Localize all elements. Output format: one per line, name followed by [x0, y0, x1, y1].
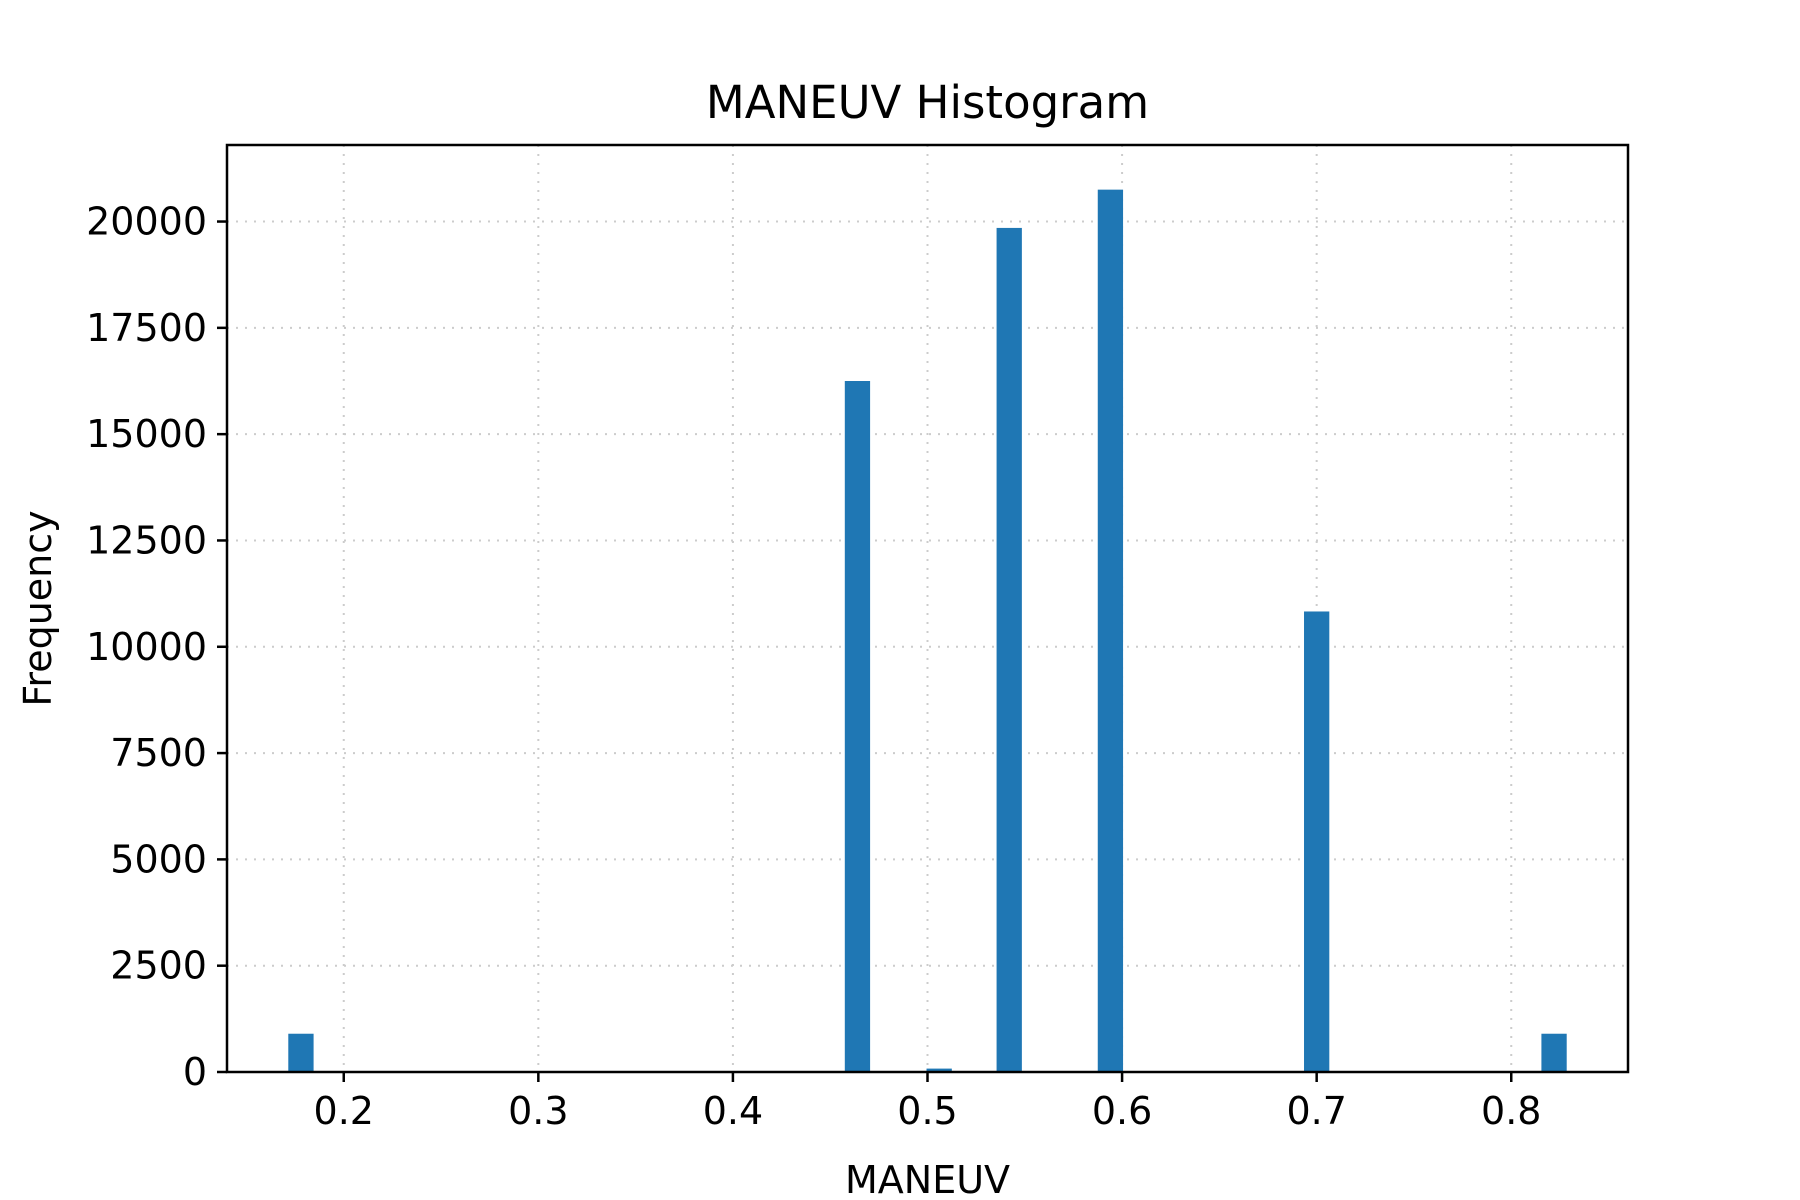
x-tick-label: 0.2 [314, 1089, 374, 1133]
chart-title: MANEUV Histogram [706, 76, 1149, 129]
x-tick-label: 0.5 [897, 1089, 957, 1133]
histogram-bar [1541, 1033, 1567, 1072]
y-tick-label: 17500 [86, 306, 207, 350]
y-tick-label: 7500 [110, 731, 207, 775]
x-tick-label: 0.8 [1481, 1089, 1541, 1133]
x-tick-label: 0.7 [1286, 1089, 1346, 1133]
y-axis-ticks: 0 2500 5000 7500 10000 12500 15000 17500 20000 [86, 200, 227, 1094]
histogram-bar [1097, 189, 1124, 1073]
histogram-bar [288, 1033, 314, 1072]
histogram-bar [996, 227, 1022, 1072]
y-tick-label: 2500 [110, 944, 207, 988]
x-axis-title: MANEUV [845, 1158, 1010, 1200]
x-axis-ticks: 0.2 0.3 0.4 0.5 0.6 0.7 0.8 [314, 1072, 1541, 1133]
y-tick-label: 15000 [86, 412, 207, 456]
histogram-bar [926, 1068, 952, 1072]
y-tick-label: 0 [183, 1050, 207, 1094]
y-tick-label: 20000 [86, 200, 207, 244]
y-tick-label: 5000 [110, 837, 207, 881]
x-tick-label: 0.6 [1092, 1089, 1152, 1133]
histogram-bar [1304, 611, 1330, 1072]
x-tick-label: 0.3 [508, 1089, 568, 1133]
y-tick-label: 10000 [86, 625, 207, 669]
histogram-bars [288, 189, 1567, 1073]
x-tick-label: 0.4 [703, 1089, 763, 1133]
y-tick-label: 12500 [86, 518, 207, 562]
histogram-bar [844, 381, 871, 1072]
y-axis-title: Frequency [16, 510, 60, 706]
